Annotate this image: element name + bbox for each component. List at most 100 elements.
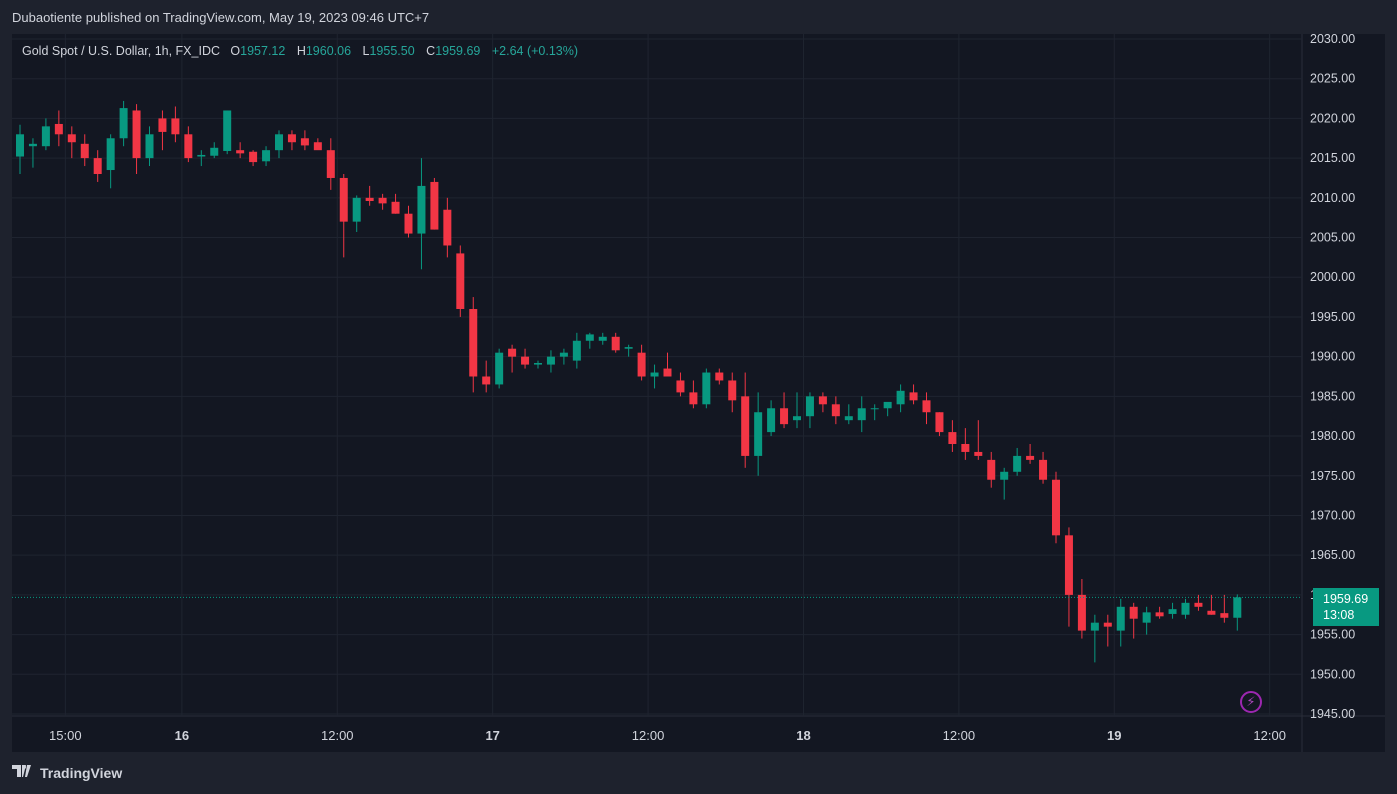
candle-body <box>443 209 452 246</box>
candle-body <box>948 432 957 444</box>
low-label: L <box>362 44 370 58</box>
candle-body <box>106 138 115 171</box>
candle-body <box>391 201 400 214</box>
candle-body <box>1181 602 1190 615</box>
close-value: 1959.69 <box>435 44 481 58</box>
candle-body <box>1090 622 1099 631</box>
open-value: 1957.12 <box>240 44 286 58</box>
grid <box>12 34 1302 716</box>
price-tick-label: 1950.00 <box>1310 667 1355 681</box>
candle-body <box>326 150 335 178</box>
candle-body <box>521 356 530 365</box>
price-tick-label: 2025.00 <box>1310 72 1355 86</box>
price-tick-label: 1975.00 <box>1310 469 1355 483</box>
candle-body <box>67 134 76 143</box>
candle-body <box>1077 594 1086 631</box>
candle-body <box>80 143 89 159</box>
lightning-icon[interactable]: ⚡︎ <box>1240 691 1262 713</box>
candle-body <box>844 416 853 421</box>
candle-body <box>754 412 763 456</box>
candle-body <box>624 347 633 349</box>
candle-body <box>1000 471 1009 480</box>
candle-body <box>456 253 465 309</box>
candle-body <box>132 110 141 159</box>
candle-body <box>572 340 581 361</box>
candle-body <box>54 123 63 135</box>
candle-body <box>378 197 387 204</box>
candle-body <box>870 408 879 410</box>
candle-body <box>1026 455 1035 460</box>
candle-body <box>780 408 789 425</box>
candle-body <box>767 408 776 433</box>
candle-body <box>559 352 568 357</box>
high-label: H <box>296 44 306 58</box>
candle-body <box>650 372 659 377</box>
candle-body <box>287 134 296 143</box>
candle-body <box>585 334 594 341</box>
candle-body <box>857 408 866 421</box>
candle-body <box>935 412 944 433</box>
change-value: +2.64 (+0.13%) <box>491 44 579 58</box>
time-tick-label: 12:00 <box>632 728 665 743</box>
published-info: Dubaotiente published on TradingView.com… <box>12 10 430 25</box>
candle-body <box>598 336 607 341</box>
time-tick-label: 18 <box>796 728 810 743</box>
candle-body <box>1116 606 1125 631</box>
candle-body <box>28 143 37 147</box>
price-tick-label: 1990.00 <box>1310 350 1355 364</box>
price-tick-label: 1955.00 <box>1310 628 1355 642</box>
time-tick-label: 17 <box>485 728 499 743</box>
candle-body <box>702 372 711 405</box>
candle-body <box>313 142 322 151</box>
candle-body <box>430 181 439 230</box>
candle-body <box>404 213 413 234</box>
candle-body <box>417 185 426 234</box>
candle-body <box>546 356 555 365</box>
time-tick-label: 16 <box>175 728 189 743</box>
plot-background <box>12 34 1385 752</box>
candle-body <box>883 401 892 409</box>
candle-body <box>896 390 905 405</box>
candle-body <box>1052 479 1060 536</box>
time-axis: 15:00 16 12:00 17 12:00 18 12:00 19 12:00 <box>49 728 1286 743</box>
candle-body <box>689 392 698 405</box>
candle-body <box>1168 609 1177 614</box>
candle-body <box>171 118 180 135</box>
price-chart[interactable]: 2030.00 2025.00 2020.00 2015.00 2010.00 2005.… <box>12 34 1385 752</box>
candle-body <box>1064 535 1073 595</box>
footer-brand[interactable]: TradingView <box>12 764 122 781</box>
candle-body <box>534 363 542 365</box>
candle-body <box>300 138 309 146</box>
time-tick-label: 12:00 <box>321 728 354 743</box>
candle-body <box>637 352 646 377</box>
candle-body <box>158 118 167 132</box>
candle-body <box>1129 606 1138 619</box>
candle-body <box>793 416 801 421</box>
candle-body <box>249 151 258 163</box>
candle-body <box>909 392 918 401</box>
candle-body <box>831 404 840 417</box>
price-tick-label: 1995.00 <box>1310 310 1355 324</box>
candle-body <box>352 197 361 222</box>
close-label: C <box>426 44 436 58</box>
tradingview-logo-icon <box>12 764 36 781</box>
candle-body <box>1233 597 1242 618</box>
candle-body <box>741 396 750 456</box>
time-tick-label: 12:00 <box>943 728 976 743</box>
candle-body <box>1039 459 1048 480</box>
chart-legend: Gold Spot / U.S. Dollar, 1h, FX_IDC O195… <box>22 44 578 58</box>
candle-body <box>818 396 827 405</box>
time-tick-label: 19 <box>1107 728 1121 743</box>
candle-body <box>1013 455 1022 472</box>
price-tick-label: 1970.00 <box>1310 508 1355 522</box>
price-tick-label: 2020.00 <box>1310 111 1355 125</box>
price-tick-label: 1980.00 <box>1310 429 1355 443</box>
candle-body <box>495 352 504 385</box>
candle-body <box>1103 622 1112 627</box>
candle-body <box>922 400 931 413</box>
candle-body <box>715 372 724 381</box>
candle-body <box>1142 612 1151 623</box>
price-tick-label: 2030.00 <box>1310 34 1355 46</box>
candle-body <box>676 380 685 393</box>
candle-body <box>1155 612 1164 617</box>
